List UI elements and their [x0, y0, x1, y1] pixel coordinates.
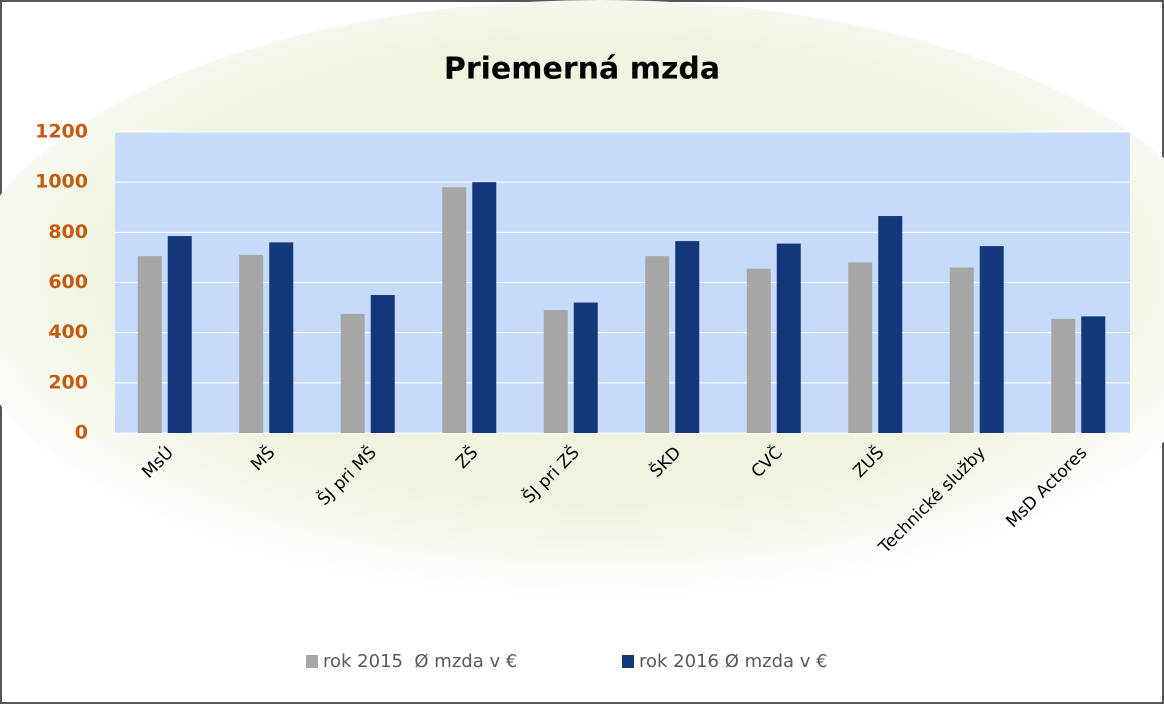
legend-swatch — [306, 655, 318, 668]
y-tick-label: 400 — [48, 321, 88, 343]
bar — [878, 216, 903, 433]
y-tick-label: 1200 — [35, 121, 88, 143]
legend-label: rok 2016 Ø mzda v € — [639, 651, 828, 672]
bar — [167, 236, 192, 433]
bar — [370, 295, 395, 433]
bar — [137, 256, 162, 433]
y-tick-label: 0 — [75, 422, 88, 444]
bar — [645, 256, 670, 433]
bar — [472, 182, 497, 433]
y-tick-label: 600 — [48, 271, 88, 293]
bar — [239, 254, 264, 433]
legend-swatch — [622, 655, 634, 668]
bar — [269, 242, 294, 433]
bar — [848, 262, 873, 433]
bar — [442, 187, 467, 433]
bar — [675, 241, 700, 433]
bar — [1081, 316, 1106, 433]
y-tick-label: 200 — [48, 371, 88, 393]
bar — [573, 302, 598, 433]
bar — [1051, 318, 1076, 433]
bar — [543, 310, 568, 433]
y-tick-label: 1000 — [35, 171, 88, 193]
bar — [776, 243, 801, 433]
chart-title: Priemerná mzda — [444, 52, 720, 87]
bar — [949, 267, 974, 433]
bar — [979, 246, 1004, 433]
legend-label: rok 2015 Ø mzda v € — [323, 651, 517, 672]
y-tick-label: 800 — [48, 221, 88, 243]
bar — [746, 268, 771, 433]
bar — [340, 313, 365, 433]
